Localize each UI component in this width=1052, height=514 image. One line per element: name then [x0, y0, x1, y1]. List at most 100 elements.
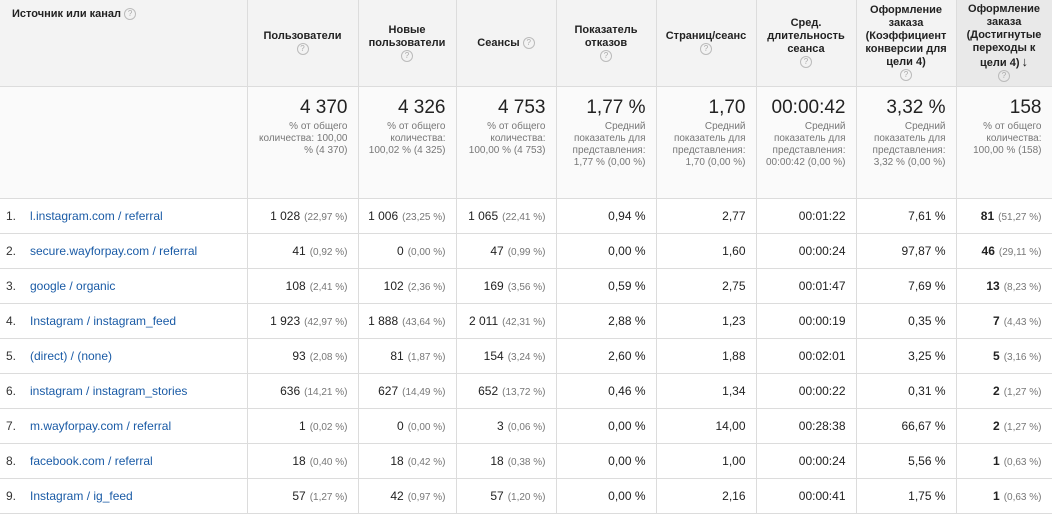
pages-value: 1,60: [722, 244, 746, 258]
goals-value: 1: [993, 454, 1000, 468]
duration-value: 00:01:47: [798, 279, 846, 293]
col-header-sessions[interactable]: Сеансы ?: [456, 0, 557, 87]
conversion-cell: 0,31 %: [856, 373, 957, 409]
col-header-new-users[interactable]: Новые пользователи?: [358, 0, 457, 87]
users-value: 108: [285, 279, 306, 293]
col-header-avg-duration[interactable]: Сред. длительность сеанса?: [756, 0, 857, 87]
source-cell: 3. google / organic: [0, 268, 248, 304]
duration-value: 00:00:19: [798, 314, 846, 328]
bounce-value: 0,00 %: [608, 244, 646, 258]
sessions-percent: (3,24 %): [507, 352, 546, 363]
help-icon[interactable]: ?: [998, 70, 1010, 83]
row-index: 8.: [6, 454, 17, 468]
source-link[interactable]: m.wayforpay.com / referral: [30, 419, 172, 433]
source-link[interactable]: (direct) / (none): [30, 349, 113, 363]
data-rows: 1. l.instagram.com / referral 1 028 (22,97 …: [0, 198, 1052, 514]
new-users-cell: 0 (0,00 %): [358, 233, 457, 269]
help-icon[interactable]: ?: [600, 49, 612, 62]
bounce-value: 0,59 %: [608, 279, 646, 293]
duration-value: 00:00:22: [798, 384, 846, 398]
conversion-cell: 5,56 %: [856, 443, 957, 479]
source-link[interactable]: Instagram / instagram_feed: [30, 314, 177, 328]
sessions-percent: (0,06 %): [507, 422, 546, 433]
users-percent: (14,21 %): [304, 387, 348, 398]
source-link[interactable]: google / organic: [30, 279, 116, 293]
help-icon[interactable]: ?: [522, 36, 535, 49]
sessions-value: 1 065: [468, 209, 499, 223]
help-icon[interactable]: ?: [900, 69, 912, 82]
table-row: 9. Instagram / ig_feed 57 (1,27 %) 42 (0,97 %…: [0, 478, 1052, 514]
total-cell: 4 370% от общего количества: 100,00 % (4…: [247, 86, 359, 199]
new-users-cell: 1 006 (23,25 %): [358, 198, 457, 234]
pages-cell: 14,00: [656, 408, 757, 444]
pages-cell: 1,88: [656, 338, 757, 374]
users-percent: (2,08 %): [309, 352, 348, 363]
sessions-percent: (42,31 %): [502, 317, 546, 328]
new-users-value: 1 888: [368, 314, 399, 328]
goals-percent: (4,43 %): [1003, 317, 1042, 328]
source-cell: 4. Instagram / instagram_feed: [0, 303, 248, 339]
goals-percent: (1,27 %): [1003, 422, 1042, 433]
col-header-goal-completions[interactable]: Оформление заказа (Достигнутые переходы …: [956, 0, 1052, 87]
new-users-cell: 1 888 (43,64 %): [358, 303, 457, 339]
pages-value: 1,00: [722, 454, 746, 468]
total-cell: 3,32 % Средний показатель для представлен…: [856, 86, 957, 199]
users-cell: 1 923 (42,97 %): [247, 303, 359, 339]
col-header-bounce-rate[interactable]: Показатель отказов?: [556, 0, 657, 87]
sessions-cell: 652 (13,72 %): [456, 373, 557, 409]
total-cell: 4 326% от общего количества: 100,02 % (4…: [358, 86, 457, 199]
col-header-source[interactable]: Источник или канал ?: [0, 0, 248, 87]
bounce-cell: 0,94 %: [556, 198, 657, 234]
goals-percent: (3,16 %): [1003, 352, 1042, 363]
source-link[interactable]: l.instagram.com / referral: [30, 209, 163, 223]
users-percent: (2,41 %): [309, 282, 348, 293]
goals-value: 7: [993, 314, 1000, 328]
bounce-cell: 2,88 %: [556, 303, 657, 339]
sessions-value: 169: [483, 279, 504, 293]
pages-value: 1,34: [722, 384, 746, 398]
table-row: 3. google / organic 108 (2,41 %) 102 (2,36 %)…: [0, 268, 1052, 304]
new-users-value: 0: [397, 244, 404, 258]
goals-percent: (0,63 %): [1003, 457, 1042, 468]
pages-cell: 1,23: [656, 303, 757, 339]
sessions-cell: 154 (3,24 %): [456, 338, 557, 374]
sessions-percent: (13,72 %): [502, 387, 546, 398]
users-percent: (22,97 %): [304, 212, 348, 223]
help-icon[interactable]: ?: [401, 49, 413, 62]
users-value: 1: [299, 419, 306, 433]
goals-percent: (51,27 %): [998, 212, 1042, 223]
users-cell: 636 (14,21 %): [247, 373, 359, 409]
help-icon[interactable]: ?: [296, 43, 309, 56]
col-header-pages-per-session[interactable]: Страниц/сеанс?: [656, 0, 757, 87]
help-icon[interactable]: ?: [700, 43, 712, 56]
row-index: 5.: [6, 349, 17, 363]
source-link[interactable]: facebook.com / referral: [30, 454, 153, 468]
help-icon[interactable]: ?: [124, 8, 137, 21]
source-cell: 1. l.instagram.com / referral: [0, 198, 248, 234]
total-cell: 1,70 Средний показатель для представления…: [656, 86, 757, 199]
sort-desc-icon[interactable]: ↓: [1021, 54, 1028, 69]
users-value: 636: [280, 384, 301, 398]
pages-value: 1,23: [722, 314, 746, 328]
help-icon[interactable]: ?: [800, 56, 812, 69]
duration-cell: 00:00:24: [756, 233, 857, 269]
sessions-cell: 1 065 (22,41 %): [456, 198, 557, 234]
goals-cell: 1 (0,63 %): [956, 478, 1052, 514]
pages-value: 2,75: [722, 279, 746, 293]
conversion-cell: 66,67 %: [856, 408, 957, 444]
duration-value: 00:00:24: [798, 244, 846, 258]
conversion-value: 97,87 %: [901, 244, 946, 258]
source-link[interactable]: secure.wayforpay.com / referral: [30, 244, 198, 258]
row-index: 9.: [6, 489, 17, 503]
goals-value: 2: [993, 419, 1000, 433]
row-index: 3.: [6, 279, 17, 293]
col-header-conversion-rate[interactable]: Оформление заказа (Коэффициент конверсии…: [856, 0, 957, 87]
col-header-users[interactable]: Пользователи?: [247, 0, 359, 87]
source-link[interactable]: Instagram / ig_feed: [30, 489, 133, 503]
pages-cell: 1,00: [656, 443, 757, 479]
conversion-value: 7,61 %: [908, 209, 946, 223]
goals-cell: 5 (3,16 %): [956, 338, 1052, 374]
source-link[interactable]: instagram / instagram_stories: [30, 384, 188, 398]
pages-value: 2,77: [722, 209, 746, 223]
goals-percent: (8,23 %): [1003, 282, 1042, 293]
